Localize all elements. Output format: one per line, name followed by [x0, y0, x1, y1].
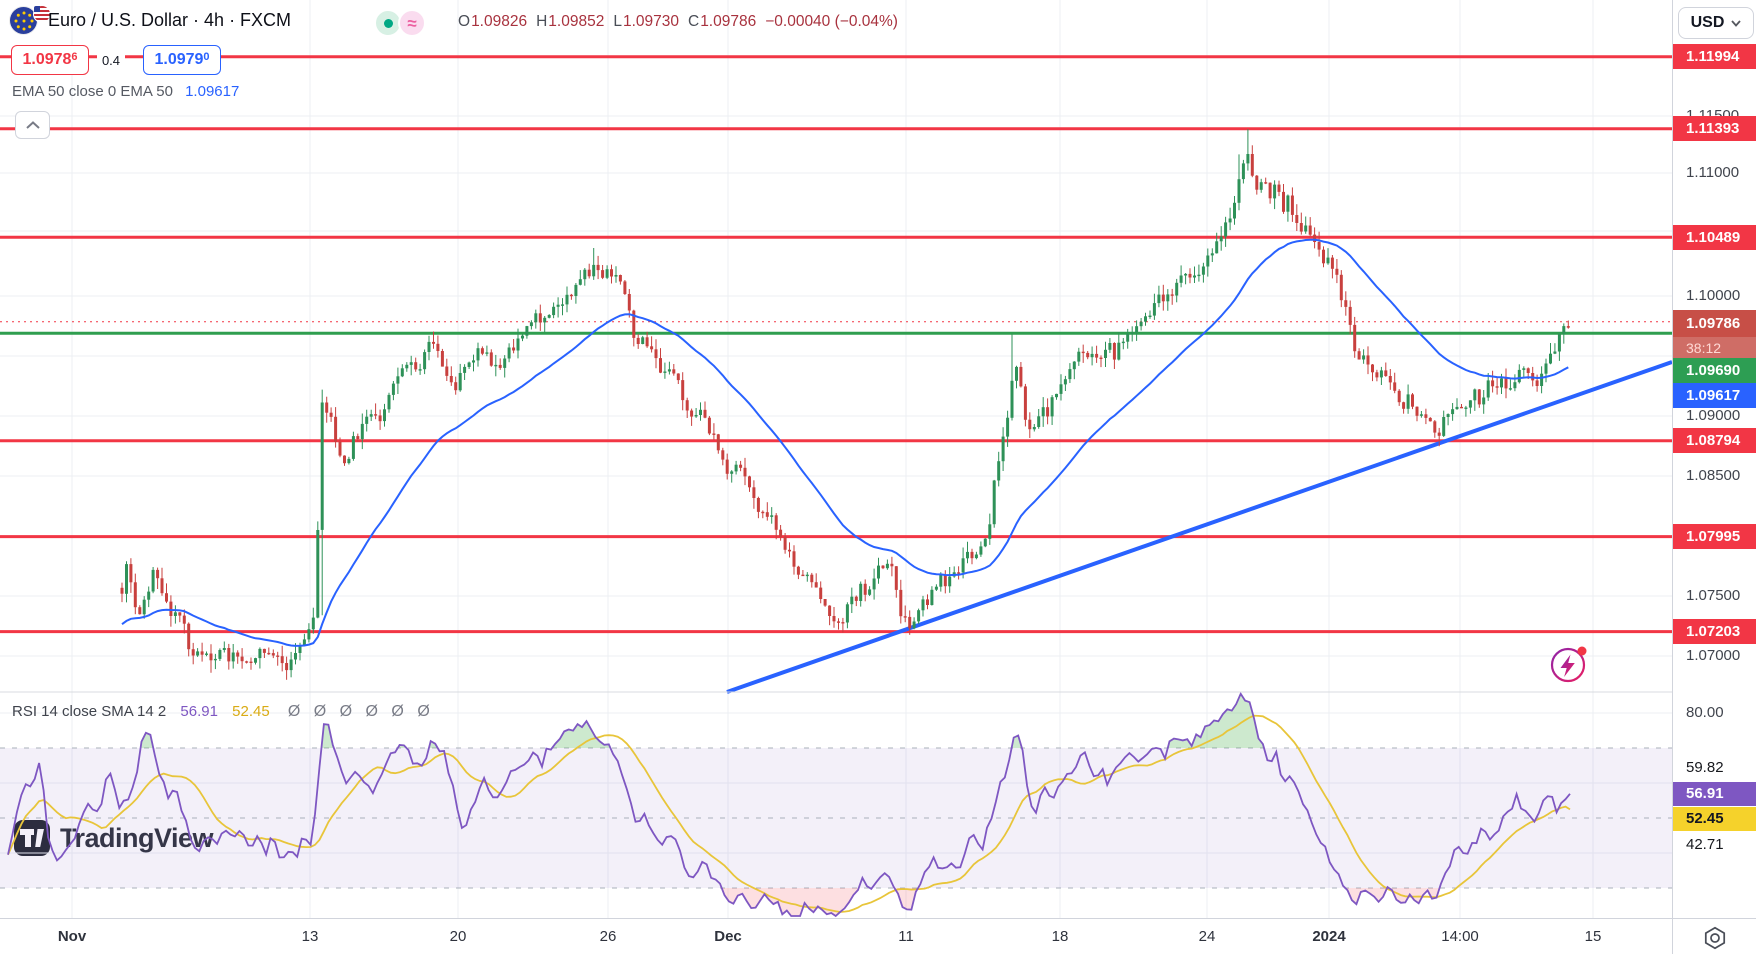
rsi-tick: 42.71 [1686, 836, 1724, 853]
price-tick: 1.10000 [1686, 287, 1741, 304]
time-label: 26 [599, 928, 617, 945]
green-level-label: 1.09690 [1673, 358, 1756, 383]
ema-value: 1.09617 [185, 83, 240, 100]
change-value: −0.00040 (−0.04%) [765, 13, 898, 30]
spread-value: 0.4 [97, 49, 125, 71]
level-price-label: 1.08794 [1673, 428, 1756, 454]
current-price-label: 1.09786 38:12 [1673, 310, 1756, 360]
rsi-indicator-legend[interactable]: RSI 14 close SMA 14 2 56.91 52.45 Ø Ø Ø … [12, 703, 430, 721]
symbol-title[interactable]: Euro / U.S. Dollar · 4h · FXCM [48, 10, 292, 30]
rsi-empty-values: Ø Ø Ø Ø Ø Ø [287, 703, 430, 720]
open-label: O [458, 13, 471, 30]
collapse-legend-button[interactable] [15, 111, 50, 139]
buy-button[interactable]: 1.0979 0 [143, 45, 221, 75]
high-value: 1.09852 [548, 13, 605, 30]
quick-trade-lightning-icon[interactable] [1547, 642, 1593, 688]
low-value: 1.09730 [622, 13, 679, 30]
time-label: 18 [1051, 928, 1069, 945]
market-status-pill[interactable]: ≈ [374, 9, 426, 37]
open-value: 1.09826 [471, 13, 528, 30]
buy-price: 1.0979 [154, 51, 204, 68]
axis-corner-separator [1672, 919, 1673, 954]
price-scale[interactable]: 1.115001.110001.100001.090001.085001.075… [1672, 0, 1756, 918]
time-label: 24 [1198, 928, 1216, 945]
close-value: 1.09786 [700, 13, 757, 30]
ema-value-label: 1.09617 [1673, 383, 1756, 408]
low-label: L [613, 13, 622, 30]
time-label: 20 [449, 928, 467, 945]
time-axis[interactable]: Nov 13 20 26 Dec 11 18 24 2024 14:00 15 [0, 918, 1756, 954]
currency-unit-button[interactable]: USD [1678, 7, 1754, 39]
chevron-up-icon [25, 121, 40, 129]
delayed-data-icon: ≈ [398, 9, 426, 37]
ema-indicator-legend[interactable]: EMA 50 close 0 EMA 50 1.09617 [12, 83, 239, 100]
level-price-label: 1.10489 [1673, 224, 1756, 250]
symbol-pair-flag-icon [10, 5, 52, 37]
price-tick: 1.11000 [1686, 164, 1740, 181]
level-price-label: 1.07203 [1673, 619, 1756, 645]
rsi-sma-value: 52.45 [232, 703, 270, 720]
sell-price: 1.0978 [22, 51, 72, 68]
high-label: H [536, 13, 548, 30]
sell-price-sup: 6 [71, 51, 78, 63]
price-tick: 1.07500 [1686, 587, 1741, 604]
chevron-down-icon [1731, 19, 1742, 27]
notification-dot [1577, 646, 1587, 656]
level-price-label: 1.11393 [1673, 116, 1756, 142]
buy-price-sup: 0 [203, 51, 210, 63]
ohlc-readout: O1.09826 H1.09852 L1.09730 C1.09786 −0.0… [458, 13, 898, 31]
time-label: 11 [898, 928, 914, 945]
sell-button[interactable]: 1.0978 6 [11, 45, 89, 75]
time-label: 2024 [1312, 928, 1346, 945]
rsi-tick: 59.82 [1686, 759, 1724, 776]
bar-countdown: 38:12 [1673, 337, 1756, 360]
price-tick: 1.09000 [1686, 407, 1741, 424]
time-label: Nov [57, 928, 87, 945]
scale-settings-icon[interactable] [1702, 925, 1728, 951]
market-open-icon [374, 9, 402, 37]
rsi-value-label: 56.91 [1673, 782, 1756, 806]
rsi-tick: 80.00 [1686, 704, 1724, 721]
time-label: 13 [301, 928, 319, 945]
time-label: 15 [1584, 928, 1602, 945]
time-label: 14:00 [1441, 928, 1479, 945]
time-label: Dec [714, 928, 742, 945]
level-price-label: 1.11994 [1673, 44, 1756, 70]
price-tick: 1.07000 [1686, 647, 1741, 664]
ema-label: EMA 50 close 0 EMA 50 [12, 83, 173, 100]
price-tick: 1.08500 [1686, 467, 1741, 484]
current-price-value: 1.09786 [1686, 315, 1741, 332]
level-price-label: 1.07995 [1673, 524, 1756, 550]
rsi-value: 56.91 [180, 703, 218, 720]
rsi-sma-value-label: 52.45 [1673, 807, 1756, 831]
currency-label: USD [1690, 14, 1725, 31]
rsi-label: RSI 14 close SMA 14 2 [12, 703, 167, 720]
close-label: C [687, 13, 700, 30]
